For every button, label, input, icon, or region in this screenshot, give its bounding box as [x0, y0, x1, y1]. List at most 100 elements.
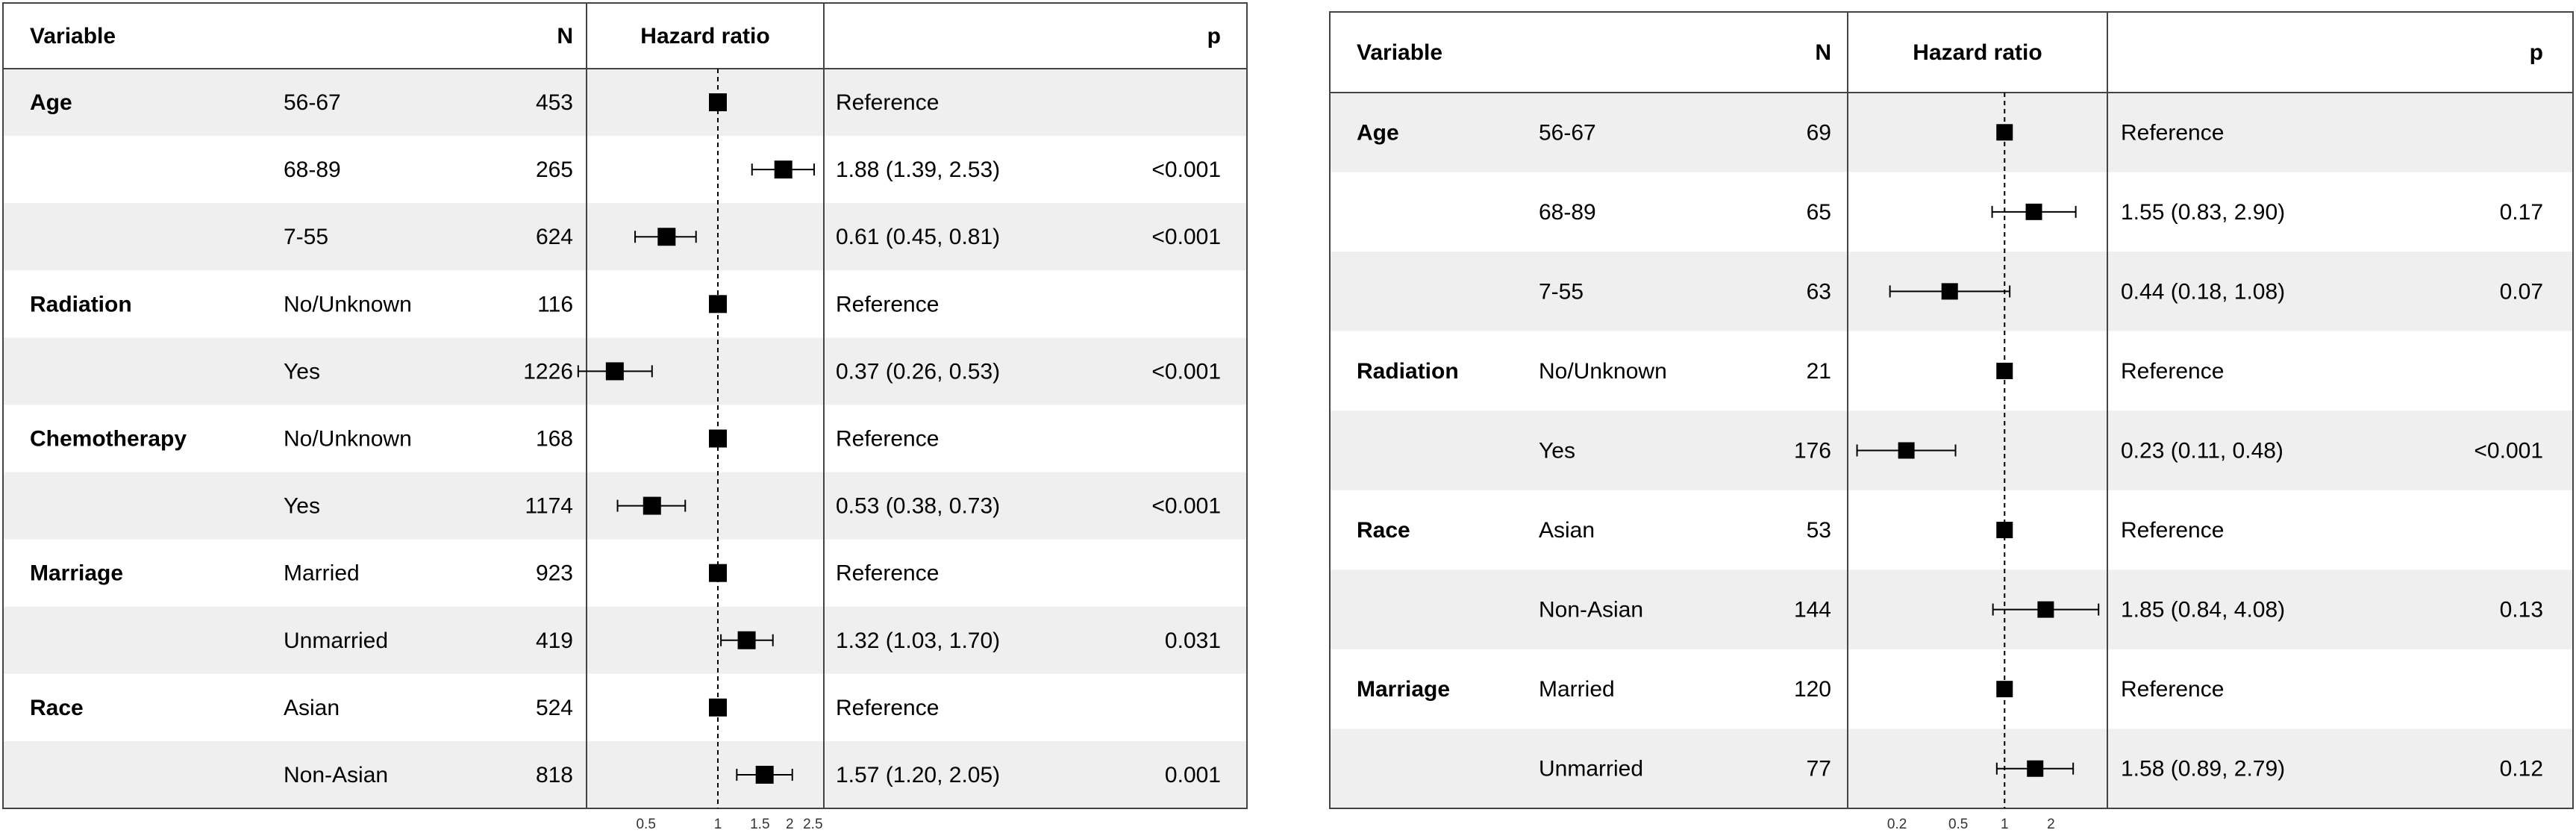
- variable-label: Age: [30, 90, 72, 115]
- estimate-text: Reference: [2121, 518, 2224, 543]
- table-row: 68-89 265 1.88 (1.39, 2.53) <0.001: [284, 157, 1221, 182]
- estimate-text: Reference: [836, 292, 939, 316]
- level-label: 56-67: [1539, 120, 1596, 145]
- row-band: [3, 606, 1247, 674]
- hazard-ratio-point: [774, 160, 793, 179]
- row-band: [1330, 93, 2573, 172]
- n-value: 818: [536, 763, 573, 787]
- forest-plot-1: Variable N Hazard ratio p Age 56-67 453 Referen…: [2, 2, 1248, 832]
- header-hazard-ratio: Hazard ratio: [640, 24, 769, 49]
- x-tick-label: 1.5: [750, 817, 769, 832]
- header-p: p: [1207, 24, 1221, 49]
- level-label: Asian: [284, 696, 340, 720]
- n-value: 168: [536, 427, 573, 452]
- estimate-text: 1.32 (1.03, 1.70): [836, 628, 1000, 653]
- row-band: [3, 740, 1247, 808]
- row-band: [3, 69, 1247, 137]
- hazard-ratio-point: [708, 564, 727, 582]
- hazard-ratio-point: [2027, 760, 2044, 777]
- level-label: No/Unknown: [284, 427, 412, 452]
- table-row: Yes 1174 0.53 (0.38, 0.73) <0.001: [284, 494, 1221, 519]
- hazard-ratio-point: [708, 429, 727, 448]
- table-frame: [1329, 11, 2574, 809]
- estimate-text: Reference: [2121, 677, 2224, 702]
- n-value: 120: [1794, 677, 1831, 702]
- level-label: Yes: [1539, 439, 1575, 464]
- header-n: N: [1815, 40, 1831, 65]
- n-value: 65: [1807, 200, 1831, 225]
- variable-label: Marriage: [30, 561, 123, 586]
- n-value: 77: [1807, 757, 1831, 781]
- n-value: 624: [536, 225, 573, 249]
- n-value: 69: [1807, 120, 1831, 145]
- variable-label: Race: [1357, 518, 1410, 543]
- level-label: No/Unknown: [284, 292, 412, 316]
- hazard-ratio-point: [1941, 283, 1958, 300]
- hazard-ratio-point: [737, 631, 756, 649]
- estimate-text: 0.61 (0.45, 0.81): [836, 225, 1000, 249]
- table-row: 68-89 65 1.55 (0.83, 2.90) 0.17: [1539, 200, 2543, 225]
- table-row: Yes 1226 0.37 (0.26, 0.53) <0.001: [284, 359, 1221, 384]
- variable-label: Age: [1357, 120, 1399, 145]
- hazard-ratio-point: [708, 698, 727, 717]
- variable-label: Radiation: [30, 292, 132, 316]
- variable-label: Radiation: [1357, 359, 1459, 384]
- n-value: 53: [1807, 518, 1831, 543]
- p-value: <0.001: [2474, 439, 2543, 464]
- table-row: 7-55 63 0.44 (0.18, 1.08) 0.07: [1539, 279, 2543, 304]
- level-label: Yes: [284, 494, 320, 519]
- estimate-text: Reference: [836, 696, 939, 720]
- variable-label: Marriage: [1357, 677, 1450, 702]
- hazard-ratio-point: [643, 496, 661, 515]
- n-value: 453: [536, 90, 573, 115]
- table-row: Age 56-67 453 Reference: [30, 90, 939, 115]
- header-variable: Variable: [30, 24, 116, 49]
- table-row: Marriage Married 923 Reference: [30, 561, 939, 586]
- variable-label: Chemotherapy: [30, 427, 187, 452]
- hazard-ratio-point: [2037, 601, 2054, 618]
- estimate-text: Reference: [2121, 359, 2224, 384]
- level-label: Non-Asian: [1539, 598, 1643, 623]
- header-hazard-ratio: Hazard ratio: [1913, 40, 2042, 65]
- p-value: <0.001: [1151, 157, 1221, 182]
- level-label: 56-67: [284, 90, 341, 115]
- estimate-text: Reference: [2121, 120, 2224, 145]
- x-tick-label: 2: [786, 817, 794, 832]
- level-label: Asian: [1539, 518, 1595, 543]
- table-row: Non-Asian 818 1.57 (1.20, 2.05) 0.001: [284, 763, 1221, 787]
- estimate-text: Reference: [836, 561, 939, 586]
- level-label: No/Unknown: [1539, 359, 1667, 384]
- n-value: 1226: [523, 359, 573, 384]
- x-tick-label: 1: [2001, 817, 2009, 832]
- p-value: 0.001: [1165, 763, 1221, 787]
- level-label: Non-Asian: [284, 763, 388, 787]
- p-value: 0.031: [1165, 628, 1221, 653]
- hazard-ratio-point: [1996, 681, 2013, 698]
- hazard-ratio-point: [1996, 522, 2013, 539]
- n-value: 265: [536, 157, 573, 182]
- table-row: Unmarried 77 1.58 (0.89, 2.79) 0.12: [1539, 757, 2543, 781]
- n-value: 144: [1794, 598, 1831, 623]
- p-value: <0.001: [1151, 225, 1221, 249]
- header-variable: Variable: [1357, 40, 1442, 65]
- x-tick-label: 2.5: [803, 817, 822, 832]
- level-label: 68-89: [284, 157, 341, 182]
- hazard-ratio-point: [1996, 362, 2013, 379]
- n-value: 63: [1807, 279, 1831, 304]
- table-row: Non-Asian 144 1.85 (0.84, 4.08) 0.13: [1539, 598, 2543, 623]
- estimate-text: 0.23 (0.11, 0.48): [2121, 439, 2283, 464]
- n-value: 1174: [525, 494, 573, 519]
- level-label: 7-55: [284, 225, 328, 249]
- hazard-ratio-point: [2025, 203, 2042, 220]
- table-row: Race Asian 524 Reference: [30, 696, 939, 720]
- table-row: Race Asian 53 Reference: [1357, 518, 2224, 543]
- estimate-text: 1.58 (0.89, 2.79): [2121, 757, 2285, 781]
- level-label: Unmarried: [284, 628, 388, 653]
- level-label: Married: [1539, 677, 1615, 702]
- hazard-ratio-point: [1996, 124, 2013, 141]
- p-value: 0.13: [2500, 598, 2543, 623]
- estimate-text: 1.55 (0.83, 2.90): [2121, 200, 2285, 225]
- estimate-text: Reference: [836, 90, 939, 115]
- estimate-text: 0.53 (0.38, 0.73): [836, 494, 1000, 519]
